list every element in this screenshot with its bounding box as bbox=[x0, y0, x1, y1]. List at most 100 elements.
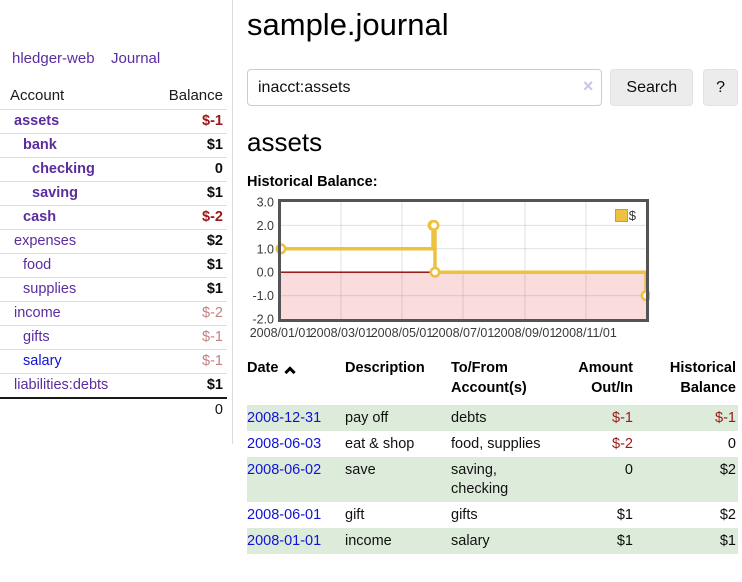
register-header-date[interactable]: Date bbox=[247, 356, 345, 405]
account-row: food $1 bbox=[0, 253, 227, 278]
search-input[interactable] bbox=[247, 69, 603, 106]
historical-balance-chart: 3.0 2.0 1.0 0.0 -1.0 -2.0 2008/01/01 2008/03/01… bbox=[247, 196, 650, 342]
account-balance: $1 bbox=[140, 253, 227, 278]
sidebar-account-cash[interactable]: cash bbox=[23, 209, 57, 225]
chart-canvas: 3.0 2.0 1.0 0.0 -1.0 -2.02008/01/012008/03/01… bbox=[250, 196, 650, 340]
register-balance: 0 bbox=[727, 436, 736, 452]
account-row: assets $-1 bbox=[0, 109, 227, 134]
sidebar-account-liabilities-debts[interactable]: liabilities:debts bbox=[14, 377, 109, 393]
accounts-header-account: Account bbox=[10, 87, 65, 104]
register-date-cell: 2008-01-01 bbox=[247, 528, 345, 554]
account-title: assets bbox=[247, 127, 323, 157]
account-name-cell: checking bbox=[0, 157, 141, 182]
account-name-cell: cash bbox=[0, 205, 141, 230]
account-row: bank $1 bbox=[0, 133, 227, 158]
svg-text:3.0: 3.0 bbox=[257, 196, 274, 210]
register-header-amount-out-in[interactable]: Amount Out/In bbox=[563, 356, 643, 405]
register-header-to-from-account-s-[interactable]: To/From Account(s) bbox=[451, 356, 563, 405]
legend-swatch-icon bbox=[614, 209, 628, 222]
transaction-date-link[interactable]: 2008-01-01 bbox=[247, 533, 322, 549]
main-content: sample.journal × Search ? assets Histori… bbox=[247, 0, 738, 554]
account-row: gifts $-1 bbox=[0, 325, 227, 350]
account-balance: $1 bbox=[140, 373, 227, 398]
account-balance: $1 bbox=[140, 133, 227, 158]
sidebar-account-expenses[interactable]: expenses bbox=[14, 233, 77, 249]
svg-text:2008/03/01: 2008/03/01 bbox=[310, 326, 373, 340]
svg-text:0.0: 0.0 bbox=[257, 266, 274, 280]
account-balance: $1 bbox=[140, 181, 227, 206]
register-description: pay off bbox=[345, 410, 389, 426]
help-button[interactable]: ? bbox=[703, 69, 738, 106]
header-label: Description bbox=[345, 360, 425, 376]
account-balance: $-1 bbox=[140, 349, 227, 374]
accounts-total-row: 0 bbox=[0, 397, 227, 422]
accounts-table: Account Balance assets $-1 bank $1 checking 0… bbox=[0, 85, 227, 422]
chart-heading: Historical Balance: bbox=[247, 174, 378, 190]
register-description: gift bbox=[345, 507, 365, 523]
account-name-cell: income bbox=[0, 301, 141, 326]
account-name-cell: saving bbox=[0, 181, 141, 206]
transaction-date-link[interactable]: 2008-12-31 bbox=[247, 410, 322, 426]
account-name-cell: supplies bbox=[0, 277, 141, 302]
spacer bbox=[0, 397, 141, 422]
header-label: Historical Balance bbox=[669, 360, 736, 396]
account-row: cash $-2 bbox=[0, 205, 227, 230]
register-accounts: debts bbox=[451, 410, 487, 426]
search-button[interactable]: Search bbox=[610, 69, 694, 106]
sidebar-account-supplies[interactable]: supplies bbox=[23, 281, 77, 297]
sidebar-account-checking[interactable]: checking bbox=[32, 161, 95, 177]
sidebar-account-saving[interactable]: saving bbox=[32, 185, 78, 201]
account-balance: $-2 bbox=[140, 205, 227, 230]
account-row: expenses $2 bbox=[0, 229, 227, 254]
account-name-cell: assets bbox=[0, 109, 141, 134]
sidebar-account-salary[interactable]: salary bbox=[23, 353, 62, 369]
register-date-cell: 2008-06-02 bbox=[247, 457, 345, 502]
header-label: Date bbox=[247, 360, 279, 376]
account-row: income $-2 bbox=[0, 301, 227, 326]
svg-text:2008/09/01: 2008/09/01 bbox=[494, 326, 557, 340]
register-row: 2008-12-31 pay off debts $-1 $-1 bbox=[247, 405, 738, 431]
register-date-cell: 2008-06-03 bbox=[247, 431, 345, 457]
search-box: × bbox=[247, 69, 603, 106]
register-table: Date Description To/From Account(s) Amount … bbox=[247, 356, 738, 554]
register-header-historical-balance[interactable]: Historical Balance bbox=[643, 356, 738, 405]
register-row: 2008-06-03 eat & shop food, supplies $-2 0 bbox=[247, 431, 738, 457]
transaction-date-link[interactable]: 2008-06-03 bbox=[247, 436, 322, 452]
account-balance: $-1 bbox=[140, 325, 227, 350]
sidebar-account-income[interactable]: income bbox=[14, 305, 61, 321]
register-description: eat & shop bbox=[345, 436, 415, 452]
account-row: liabilities:debts $1 bbox=[0, 373, 227, 398]
register-row: 2008-01-01 income salary $1 $1 bbox=[247, 528, 738, 554]
svg-text:-1.0: -1.0 bbox=[252, 289, 274, 303]
account-balance: $-2 bbox=[140, 301, 227, 326]
accounts-header-balance: Balance bbox=[168, 87, 223, 104]
register-row: 2008-06-02 save saving, checking 0 $2 bbox=[247, 457, 738, 502]
app-brand-link[interactable]: hledger-web bbox=[12, 50, 95, 67]
svg-text:1.0: 1.0 bbox=[257, 242, 274, 256]
nav-journal[interactable]: Journal bbox=[111, 50, 161, 67]
register-date-cell: 2008-12-31 bbox=[247, 405, 345, 431]
transaction-date-link[interactable]: 2008-06-02 bbox=[247, 462, 322, 478]
register-date-cell: 2008-06-01 bbox=[247, 502, 345, 528]
account-balance: $1 bbox=[140, 277, 227, 302]
sidebar-account-bank[interactable]: bank bbox=[23, 137, 57, 153]
register-row: 2008-06-01 gift gifts $1 $2 bbox=[247, 502, 738, 528]
account-name-cell: bank bbox=[0, 133, 141, 158]
sidebar-account-assets[interactable]: assets bbox=[14, 113, 60, 129]
search-bar: × Search ? bbox=[247, 69, 738, 106]
clear-search-icon[interactable]: × bbox=[582, 76, 594, 96]
page-title: sample.journal bbox=[247, 7, 449, 42]
register-description: save bbox=[345, 462, 376, 478]
register-balance: $2 bbox=[719, 507, 736, 523]
svg-text:2008/01/01: 2008/01/01 bbox=[250, 326, 313, 340]
register-balance: $1 bbox=[719, 533, 736, 549]
transaction-date-link[interactable]: 2008-06-01 bbox=[247, 507, 322, 523]
sort-asc-icon bbox=[284, 366, 297, 378]
account-row: saving $1 bbox=[0, 181, 227, 206]
account-name-cell: salary bbox=[0, 349, 141, 374]
sidebar-account-gifts[interactable]: gifts bbox=[23, 329, 50, 345]
register-accounts: gifts bbox=[451, 507, 478, 523]
register-header-description[interactable]: Description bbox=[345, 356, 451, 405]
sidebar-account-food[interactable]: food bbox=[23, 257, 52, 273]
chart-legend: $ bbox=[614, 208, 636, 223]
